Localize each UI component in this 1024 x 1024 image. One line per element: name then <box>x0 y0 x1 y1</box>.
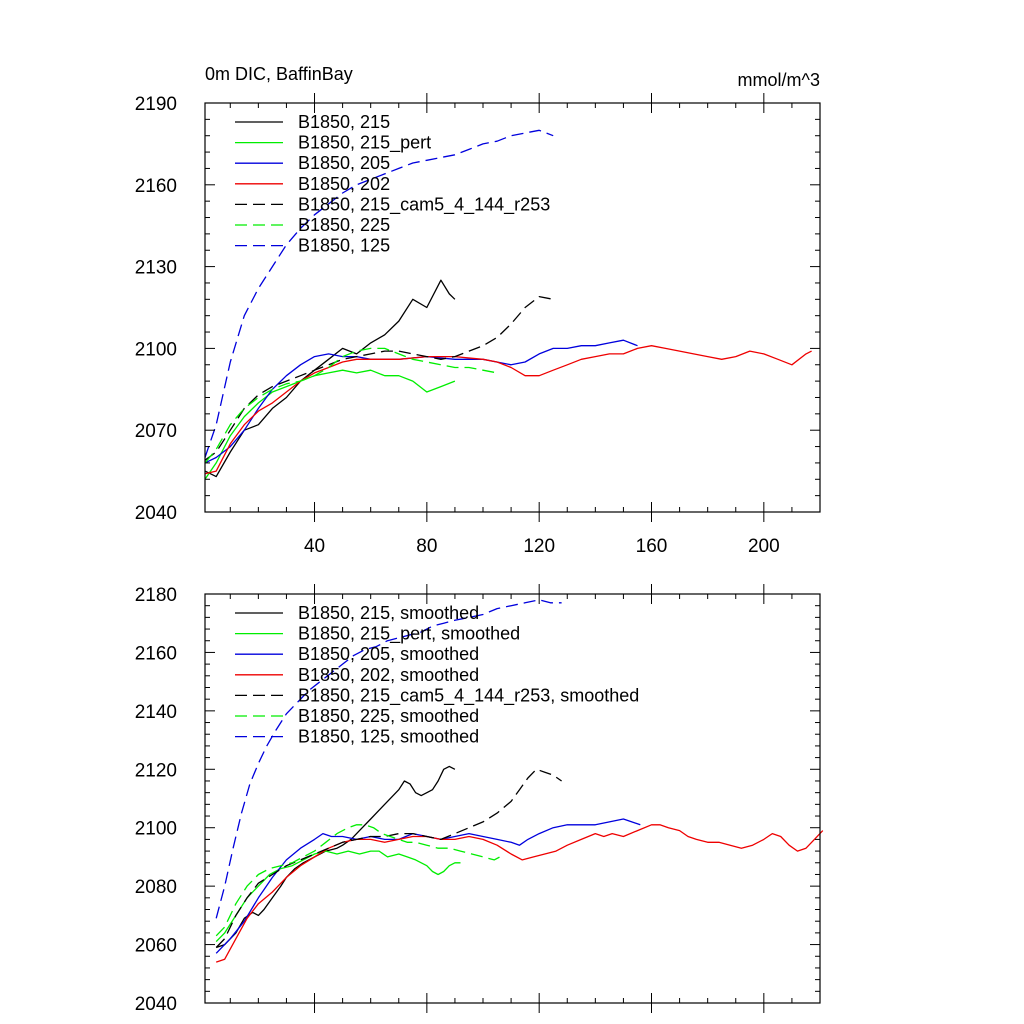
bottom-series-line-4 <box>215 768 562 948</box>
top-series-line-0 <box>204 279 456 478</box>
bottom-legend-label-6: B1850, 125, smoothed <box>298 727 479 747</box>
bottom-legend-label-3: B1850, 202, smoothed <box>298 665 479 685</box>
top-y-tick-label: 2190 <box>135 94 177 115</box>
top-x-tick-label: 200 <box>748 536 780 557</box>
top-chart-units: mmol/m^3 <box>738 70 820 90</box>
top-x-tick-label: 40 <box>304 536 325 557</box>
top-y-tick-label: 2040 <box>135 503 177 524</box>
bottom-y-tick-label: 2120 <box>135 760 177 781</box>
bottom-chart-panel: 2040 2060 2080 2100 2120 2140 2160 2180 B1850, 2… <box>135 584 824 1015</box>
top-y-tick-label: 2160 <box>135 176 177 197</box>
top-y-tick-label: 2130 <box>135 258 177 279</box>
bottom-legend-label-2: B1850, 205, smoothed <box>298 644 479 664</box>
top-legend-label-3: B1850, 202 <box>298 174 390 194</box>
top-legend-label-4: B1850, 215_cam5_4_144_r253 <box>298 194 550 215</box>
top-chart-title: 0m DIC, BaffinBay <box>205 64 353 84</box>
bottom-y-tick-label: 2180 <box>135 585 177 606</box>
top-legend-label-2: B1850, 205 <box>298 153 390 173</box>
top-chart-panel: 0m DIC, BaffinBay mmol/m^3 2040207021002… <box>135 64 821 557</box>
top-series-line-2 <box>204 339 638 464</box>
bottom-y-tick-label: 2060 <box>135 936 177 957</box>
bottom-series-line-5 <box>215 824 501 937</box>
bottom-series-line-0 <box>215 765 456 949</box>
bottom-series-line-3 <box>215 824 824 963</box>
top-legend-label-5: B1850, 225 <box>298 215 390 235</box>
top-x-tick-label: 120 <box>523 536 555 557</box>
top-series-line-6 <box>204 129 554 458</box>
bottom-series-line-1 <box>215 850 461 943</box>
top-series-line-1 <box>204 369 456 480</box>
bottom-y-tick-label: 2040 <box>135 994 177 1015</box>
bottom-legend-label-5: B1850, 225, smoothed <box>298 706 479 726</box>
bottom-y-tick-label: 2100 <box>135 819 177 840</box>
top-series-line-5 <box>204 347 498 464</box>
bottom-series-line-2 <box>215 818 641 954</box>
bottom-plot-area: 2040 2060 2080 2100 2120 2140 2160 2180 B1850, 2… <box>135 584 824 1015</box>
top-plot-frame <box>204 102 821 513</box>
bottom-y-tick-label: 2140 <box>135 702 177 723</box>
bottom-legend-label-4: B1850, 215_cam5_4_144_r253, smoothed <box>298 685 639 706</box>
top-series-line-4 <box>204 295 554 461</box>
top-legend-label-6: B1850, 125 <box>298 236 390 256</box>
top-legend-label-1: B1850, 215_pert <box>298 133 431 154</box>
top-plot-area: 2040 2070 2100 2130 2160 2190 40 80 120 160 200 B18… <box>135 93 821 557</box>
top-x-tick-label: 80 <box>416 536 437 557</box>
bottom-series-line-6 <box>215 599 562 919</box>
top-legend-label-0: B1850, 215 <box>298 112 390 132</box>
bottom-plot-frame <box>204 593 821 1004</box>
top-series-line-3 <box>204 345 812 475</box>
top-y-tick-label: 2100 <box>135 339 177 360</box>
bottom-y-tick-label: 2080 <box>135 877 177 898</box>
bottom-legend-label-1: B1850, 215_pert, smoothed <box>298 624 520 645</box>
top-y-tick-label: 2070 <box>135 421 177 442</box>
bottom-legend-label-0: B1850, 215, smoothed <box>298 603 479 623</box>
top-x-tick-label: 160 <box>636 536 668 557</box>
bottom-y-tick-label: 2160 <box>135 643 177 664</box>
